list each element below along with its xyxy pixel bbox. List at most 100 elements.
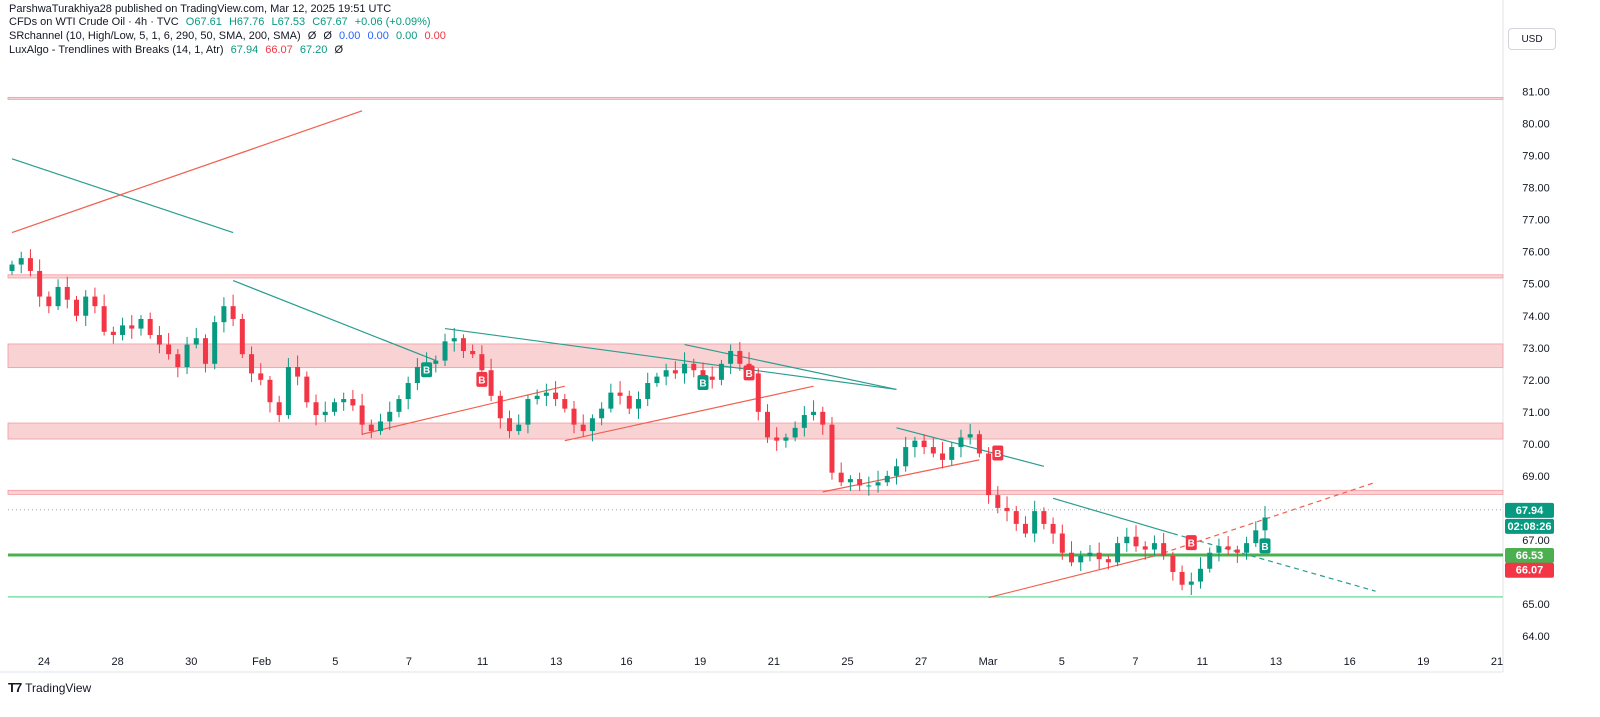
y-tick-9: 72.00 xyxy=(1522,375,1550,387)
y-tick-12: 69.00 xyxy=(1522,471,1550,483)
candle-body xyxy=(1151,543,1157,550)
candle-77 xyxy=(718,359,724,386)
candle-body xyxy=(387,411,393,422)
candle-3 xyxy=(37,259,43,307)
candle-85 xyxy=(792,421,798,442)
candle-105 xyxy=(976,430,982,458)
candle-body xyxy=(1032,511,1038,534)
candle-46 xyxy=(433,355,439,373)
candle-42 xyxy=(396,395,402,418)
break-signal-0: B xyxy=(421,362,433,378)
candle-65 xyxy=(608,383,614,413)
candle-134 xyxy=(1244,536,1250,560)
candle-78 xyxy=(728,344,734,375)
y-tick-3: 78.00 xyxy=(1522,183,1550,195)
trendline-1 xyxy=(11,110,363,234)
src-val-0: Ø xyxy=(307,30,317,42)
candle-body xyxy=(460,338,466,351)
signal-badge xyxy=(743,365,755,381)
x-tick-17: 13 xyxy=(1270,656,1282,668)
candle-98 xyxy=(912,436,918,458)
candle-16 xyxy=(156,326,162,354)
candle-body xyxy=(700,370,706,377)
candle-body xyxy=(64,286,70,300)
candle-body xyxy=(1096,552,1102,560)
candle-body xyxy=(774,437,780,441)
candle-23 xyxy=(221,297,227,333)
candle-91 xyxy=(847,475,853,491)
candle-76 xyxy=(709,366,715,389)
src-val-4: 0.00 xyxy=(395,30,418,42)
candle-109 xyxy=(1013,505,1019,531)
currency-button[interactable]: USD xyxy=(1508,28,1556,50)
lux-val-1: 66.07 xyxy=(265,44,293,56)
candle-body xyxy=(1059,533,1065,553)
candle-body xyxy=(92,296,98,307)
ohlc-high: H67.76 xyxy=(228,16,265,28)
candle-body xyxy=(1069,552,1075,563)
srchannel-label[interactable]: SRchannel (10, High/Low, 5, 1, 6, 290, 5… xyxy=(9,30,301,42)
candle-body xyxy=(396,399,402,412)
candle-103 xyxy=(958,429,964,458)
candle-body xyxy=(1078,555,1084,563)
candle-44 xyxy=(414,358,420,391)
candle-25 xyxy=(239,313,245,359)
break-signal-3: B xyxy=(743,365,755,381)
candle-body xyxy=(893,466,899,476)
candle-body xyxy=(755,373,761,412)
break-signal-4: B xyxy=(992,445,1004,461)
candle-28 xyxy=(267,375,273,413)
signal-label: B xyxy=(478,375,485,386)
signal-badge xyxy=(421,362,433,378)
candle-body xyxy=(221,306,227,323)
candle-12 xyxy=(120,317,126,341)
candle-body xyxy=(378,421,384,432)
luxalgo-label[interactable]: LuxAlgo - Trendlines with Breaks (14, 1,… xyxy=(9,44,224,56)
candle-body xyxy=(995,495,1001,508)
candle-body xyxy=(940,453,946,460)
y-tick-2: 79.00 xyxy=(1522,151,1550,163)
candle-body xyxy=(986,453,992,496)
candle-body xyxy=(626,395,632,409)
candle-body xyxy=(930,447,936,454)
grid-layer xyxy=(0,0,1504,673)
candle-body xyxy=(1087,552,1093,556)
candle-body xyxy=(368,424,374,432)
trendline-3 xyxy=(444,327,897,391)
candle-body xyxy=(921,440,927,448)
candle-54 xyxy=(507,410,513,439)
candle-94 xyxy=(875,470,881,493)
price-label-bg xyxy=(1505,547,1554,563)
x-tick-0: 24 xyxy=(38,656,50,668)
candle-body xyxy=(1244,543,1250,553)
signal-badge xyxy=(992,445,1004,461)
candle-body xyxy=(331,402,337,412)
candle-20 xyxy=(193,327,199,349)
candle-body xyxy=(1115,543,1121,563)
candle-body xyxy=(258,373,264,380)
candle-body xyxy=(1050,523,1056,534)
candle-body xyxy=(599,408,605,419)
candle-47 xyxy=(442,333,448,367)
x-tick-20: 21 xyxy=(1491,656,1503,668)
candle-79 xyxy=(737,342,743,371)
x-tick-2: 30 xyxy=(185,656,197,668)
x-tick-11: 25 xyxy=(841,656,853,668)
x-tick-19: 19 xyxy=(1417,656,1429,668)
tradingview-logo[interactable]: T7 TradingView xyxy=(8,680,91,695)
candles xyxy=(9,249,1268,596)
signal-label: B xyxy=(423,366,430,377)
candle-body xyxy=(562,399,568,409)
candle-body xyxy=(1041,511,1047,524)
sr-zone-1 xyxy=(7,274,1504,279)
candle-89 xyxy=(829,416,835,480)
candle-33 xyxy=(313,394,319,426)
src-val-3: 0.00 xyxy=(367,30,389,42)
candle-body xyxy=(285,367,291,416)
symbol-name[interactable]: CFDs on WTI Crude Oil · 4h · TVC xyxy=(9,16,179,28)
candle-body xyxy=(1161,543,1167,556)
candle-102 xyxy=(949,441,955,466)
candle-73 xyxy=(682,352,688,384)
ohlc-open: O67.61 xyxy=(185,16,222,28)
